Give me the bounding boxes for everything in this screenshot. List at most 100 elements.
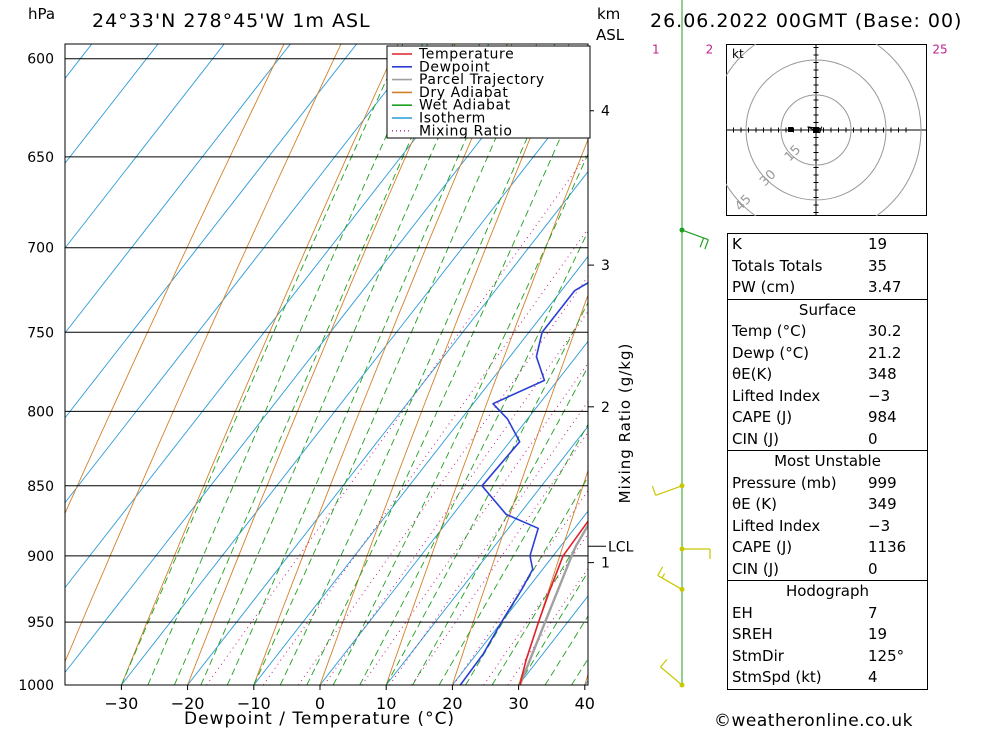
datetime-label: 26.06.2022 00GMT (Base: 00) bbox=[650, 10, 963, 32]
legend-label: Wet Adiabat bbox=[419, 98, 511, 114]
barb-flag bbox=[660, 658, 668, 668]
isotherm-line bbox=[65, 44, 490, 589]
hodograph-label: StmDir bbox=[732, 646, 784, 665]
dry-adiabat-line bbox=[451, 293, 588, 685]
pressure-label: 600 bbox=[27, 52, 54, 68]
surface-label: Dewp (°C) bbox=[732, 343, 810, 362]
hodograph-label: SREH bbox=[732, 625, 773, 643]
x-tick-label: 0 bbox=[315, 694, 325, 713]
parcel-trajectory-line bbox=[518, 523, 588, 685]
mixing-ratio-line bbox=[206, 152, 588, 685]
legend-label: Isotherm bbox=[419, 111, 486, 127]
k-index-label: K bbox=[732, 235, 742, 253]
totals-totals-value: 35 bbox=[868, 256, 888, 275]
surface-label: θE(K) bbox=[732, 365, 773, 383]
hodograph-value: 7 bbox=[868, 603, 878, 622]
hodograph-row: SREH 19 bbox=[728, 624, 927, 646]
surface-value: −3 bbox=[868, 386, 891, 405]
totals-totals-label: Totals Totals bbox=[732, 256, 823, 275]
isotherm-line bbox=[385, 425, 588, 685]
mixing-ratio-line bbox=[262, 227, 588, 685]
temperature-axis: −30 −20 −10 0 10 20 30 40 bbox=[105, 685, 595, 713]
pw-value: 3.47 bbox=[868, 278, 902, 296]
hodograph-table-title: Hodograph bbox=[785, 582, 870, 600]
storm-motion-marker bbox=[813, 127, 819, 133]
km-tick-label: 2 bbox=[601, 400, 610, 416]
hodograph-rows: EH 7 SREH 19 StmDir 125° StmSpd (kt) 4 bbox=[728, 603, 927, 689]
x-tick-label: −10 bbox=[237, 694, 271, 713]
asl-label: ASL bbox=[596, 26, 625, 44]
pressure-label: 850 bbox=[27, 479, 54, 495]
surface-row: Dewp (°C) 21.2 bbox=[728, 343, 927, 365]
pressure-label: 700 bbox=[27, 241, 54, 257]
most-unstable-label: Pressure (mb) bbox=[732, 473, 837, 492]
km-tick-label: 3 bbox=[601, 258, 610, 274]
wet-adiabat-line bbox=[465, 476, 588, 685]
most-unstable-value: 1136 bbox=[868, 538, 907, 556]
sounding-series bbox=[459, 281, 588, 685]
pressure-label: 750 bbox=[27, 325, 54, 341]
wet-adiabat-line bbox=[306, 73, 588, 685]
x-tick-label: −30 bbox=[105, 694, 139, 713]
surface-label: CAPE (J) bbox=[732, 408, 793, 426]
temperature-line bbox=[519, 519, 588, 685]
legend-label: Mixing Ratio bbox=[419, 123, 513, 139]
most-unstable-row: Lifted Index −3 bbox=[728, 516, 927, 538]
most-unstable-value: −3 bbox=[868, 516, 891, 535]
dewpoint-line bbox=[459, 281, 588, 685]
legend-label: Parcel Trajectory bbox=[419, 72, 545, 88]
isotherm-line bbox=[65, 44, 424, 504]
most-unstable-value: 999 bbox=[868, 473, 897, 492]
most-unstable-label: CAPE (J) bbox=[732, 538, 793, 556]
mixing-ratio-label: 25 bbox=[932, 43, 947, 57]
barb-staff bbox=[657, 574, 683, 590]
isotherm-line bbox=[65, 44, 556, 674]
x-tick-label: 40 bbox=[575, 694, 595, 713]
pressure-label: 1000 bbox=[18, 678, 54, 694]
most-unstable-row: CIN (J) 0 bbox=[728, 559, 927, 581]
most-unstable-value: 0 bbox=[868, 559, 878, 578]
mixing-ratio-label: 2 bbox=[706, 43, 714, 57]
barb-half-flag bbox=[661, 573, 666, 579]
lcl-label: LCL bbox=[608, 539, 634, 555]
hodograph-row: StmDir 125° bbox=[728, 646, 927, 668]
most-unstable-row: Pressure (mb) 999 bbox=[728, 473, 927, 495]
surface-row: Temp (°C) 30.2 bbox=[728, 321, 927, 343]
barb-staff bbox=[660, 666, 683, 686]
footer: ©weatheronline.co.uk bbox=[714, 711, 913, 731]
surface-value: 348 bbox=[868, 365, 897, 383]
pw-label: PW (cm) bbox=[732, 278, 796, 296]
barb-staff bbox=[655, 485, 683, 496]
x-tick-label: −20 bbox=[171, 694, 205, 713]
site-link[interactable]: weatheronline.co.uk bbox=[731, 711, 914, 731]
most-unstable-label: Lifted Index bbox=[732, 516, 821, 535]
most-unstable-row: θE (K) 349 bbox=[728, 494, 927, 516]
most-unstable-row: CAPE (J) 1136 bbox=[728, 537, 927, 559]
mixing-ratio-line bbox=[323, 310, 588, 685]
km-label: km bbox=[597, 5, 621, 23]
wind-barbs bbox=[651, 0, 711, 688]
hodograph-value: 125° bbox=[868, 646, 905, 665]
most-unstable-title: Most Unstable bbox=[774, 452, 881, 470]
pressure-label: 950 bbox=[27, 615, 54, 631]
dry-adiabat-line bbox=[982, 0, 1000, 685]
x-tick-label: 30 bbox=[508, 694, 528, 713]
legend-label: Dewpoint bbox=[419, 59, 490, 75]
barb-flag bbox=[699, 237, 705, 248]
pw-row: PW (cm) 3.47 bbox=[728, 277, 927, 299]
hodograph-ring bbox=[780, 94, 852, 166]
barb-flag bbox=[657, 566, 664, 576]
surface-value: 30.2 bbox=[868, 322, 902, 340]
mixing-ratio-label: 1 bbox=[652, 43, 660, 57]
hodograph-value: 4 bbox=[868, 668, 878, 686]
mixing-ratio-axis-title: Mixing Ratio (g/kg) bbox=[616, 342, 634, 504]
pressure-label: 650 bbox=[27, 150, 54, 166]
surface-rows: Temp (°C) 30.2 Dewp (°C) 21.2 θE(K) 348 Lifted… bbox=[728, 321, 927, 450]
km-tick-label: 4 bbox=[601, 104, 610, 120]
isotherm-line bbox=[319, 340, 588, 685]
legend-label: Temperature bbox=[418, 47, 514, 63]
hodograph-row: EH 7 bbox=[728, 603, 927, 625]
